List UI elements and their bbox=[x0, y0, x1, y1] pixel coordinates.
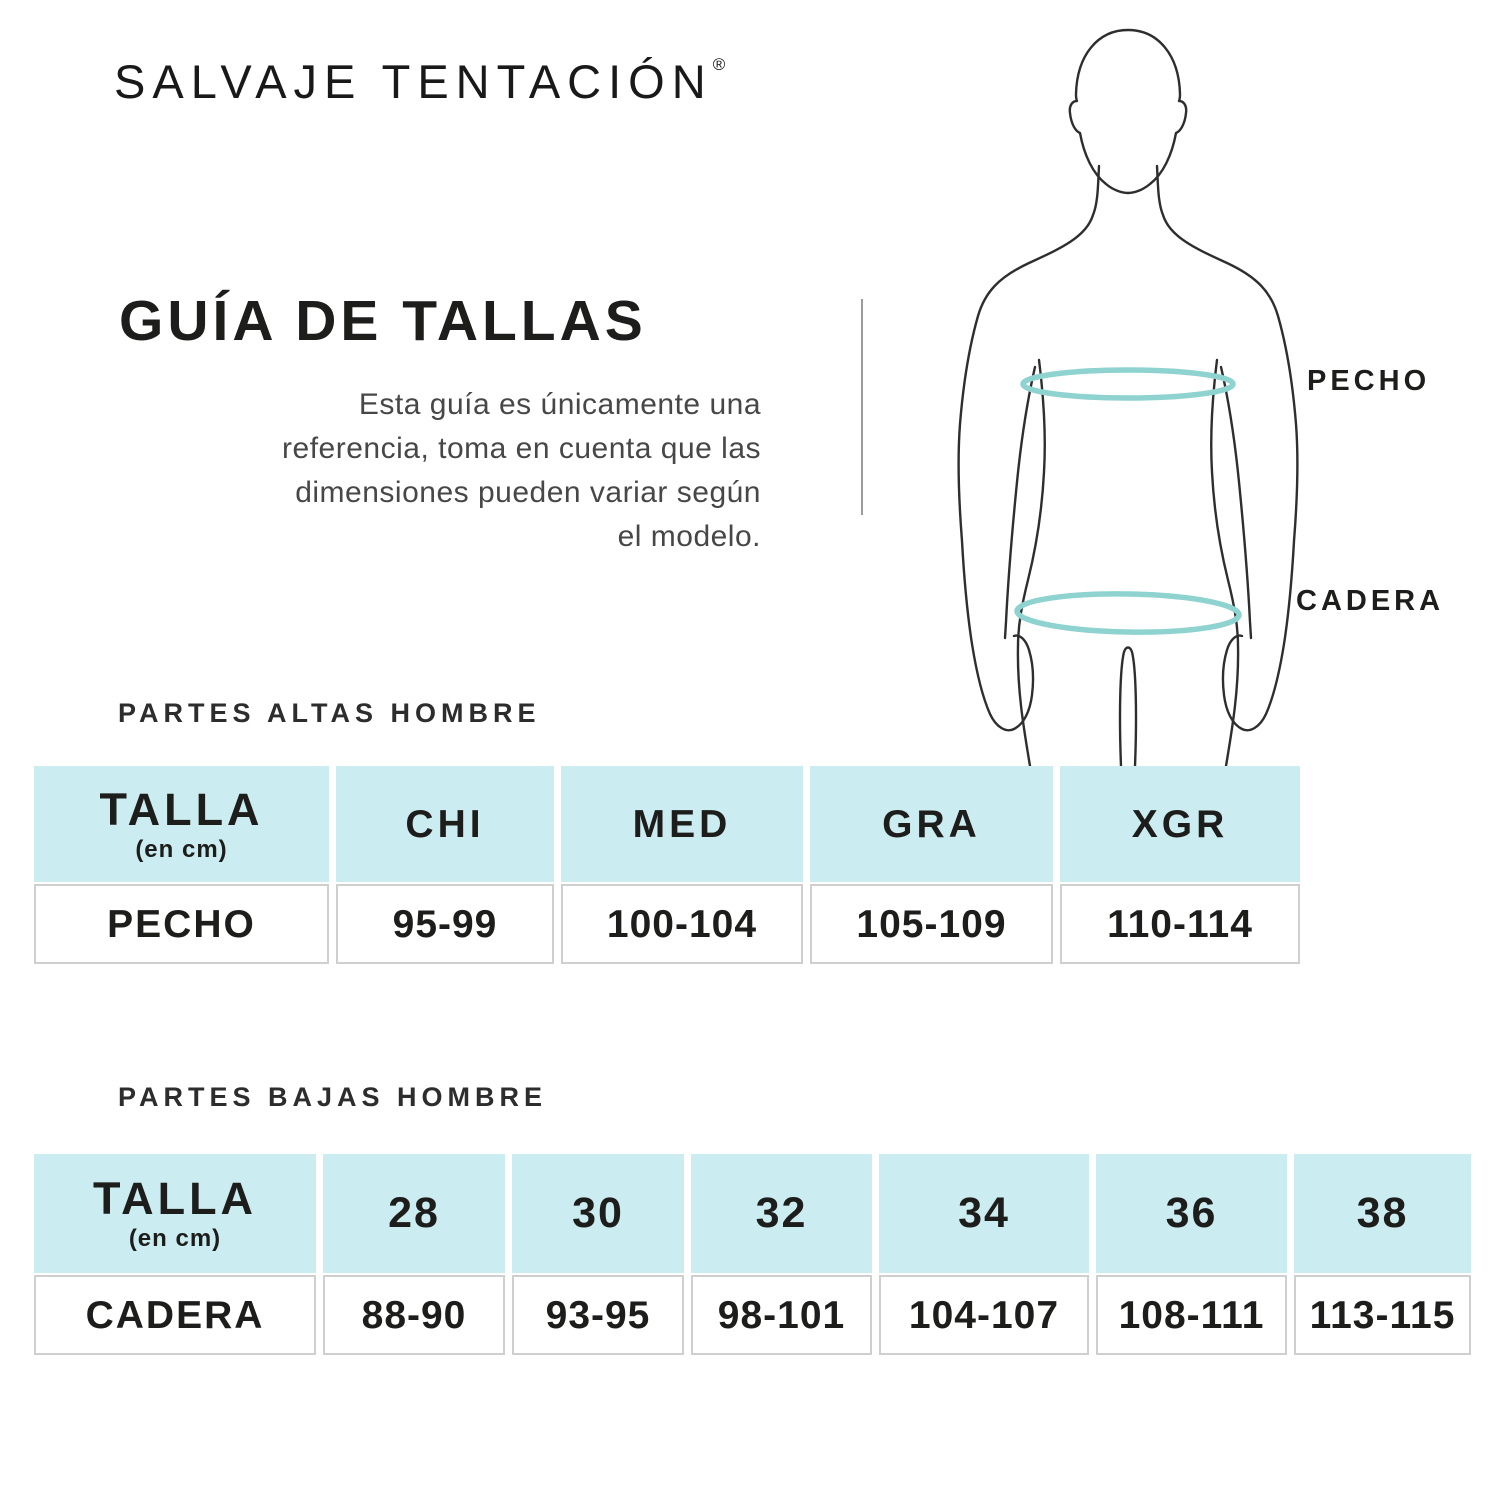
measure-value: 110-114 bbox=[1107, 902, 1253, 946]
measure-value-cell: 110-114 bbox=[1060, 884, 1300, 964]
registered-mark: ® bbox=[712, 55, 726, 74]
talla-unit: (en cm) bbox=[135, 835, 228, 863]
size-label: 38 bbox=[1356, 1189, 1409, 1237]
measure-value: 88-90 bbox=[361, 1293, 467, 1337]
measure-value-cell: 113-115 bbox=[1294, 1275, 1471, 1355]
measure-label-cell: PECHO bbox=[34, 884, 329, 964]
talla-header-cell: TALLA (en cm) bbox=[34, 1154, 316, 1273]
measure-value: 113-115 bbox=[1309, 1293, 1456, 1337]
inseam-line bbox=[1118, 646, 1138, 768]
size-label: 36 bbox=[1165, 1189, 1218, 1237]
measure-value-cell: 104-107 bbox=[879, 1275, 1089, 1355]
hip-measure-band bbox=[1014, 591, 1242, 635]
measure-value: 104-107 bbox=[908, 1293, 1060, 1337]
hip-label: CADERA bbox=[1296, 585, 1445, 617]
upper-body-size-table: TALLA (en cm) CHI MED GRA XGR PECHO 95-9… bbox=[34, 766, 1300, 964]
measure-value: 93-95 bbox=[545, 1293, 651, 1337]
section-title-upper: PARTES ALTAS HOMBRE bbox=[118, 698, 541, 728]
head-outline bbox=[1068, 28, 1188, 195]
talla-header-cell: TALLA (en cm) bbox=[34, 766, 329, 882]
right-torso-leg-line bbox=[1210, 358, 1240, 768]
guide-description: Esta guía es únicamente una referencia, … bbox=[282, 388, 761, 553]
measure-value-cell: 88-90 bbox=[323, 1275, 505, 1355]
size-header-cell: MED bbox=[561, 766, 803, 882]
size-header-cell: 32 bbox=[691, 1154, 872, 1273]
size-label: 32 bbox=[755, 1189, 808, 1237]
measure-value-cell: 95-99 bbox=[336, 884, 554, 964]
size-header-cell: XGR bbox=[1060, 766, 1300, 882]
page-title: GUÍA DE TALLAS bbox=[119, 289, 647, 353]
size-header-cell: GRA bbox=[810, 766, 1053, 882]
size-label: GRA bbox=[882, 802, 981, 846]
size-label: 34 bbox=[958, 1189, 1010, 1237]
right-arm-outline bbox=[1155, 164, 1299, 732]
size-header-cell: 34 bbox=[879, 1154, 1089, 1273]
size-header-cell: 30 bbox=[512, 1154, 684, 1273]
size-label: MED bbox=[632, 802, 732, 846]
measure-value-cell: 100-104 bbox=[561, 884, 803, 964]
left-torso-leg-line bbox=[1016, 358, 1046, 768]
table-data-row: CADERA 88-90 93-95 98-101 104-107 108-11… bbox=[34, 1275, 1471, 1355]
table-header-row: TALLA (en cm) 28 30 32 34 36 38 bbox=[34, 1154, 1471, 1273]
measure-label-cell: CADERA bbox=[34, 1275, 316, 1355]
right-inner-arm-line bbox=[1219, 365, 1253, 640]
size-header-cell: 38 bbox=[1294, 1154, 1471, 1273]
talla-unit: (en cm) bbox=[128, 1225, 222, 1252]
size-label: 28 bbox=[388, 1189, 440, 1237]
measure-value-cell: 105-109 bbox=[810, 884, 1053, 964]
measure-value-cell: 98-101 bbox=[691, 1275, 872, 1355]
size-header-cell: 36 bbox=[1096, 1154, 1287, 1273]
measure-value-cell: 93-95 bbox=[512, 1275, 684, 1355]
talla-label: TALLA bbox=[92, 1173, 258, 1224]
talla-label: TALLA bbox=[99, 783, 264, 835]
measure-value: 98-101 bbox=[717, 1293, 846, 1337]
table-data-row: PECHO 95-99 100-104 105-109 110-114 bbox=[34, 884, 1300, 964]
left-arm-outline bbox=[957, 164, 1101, 732]
chest-measure-band bbox=[1020, 367, 1236, 401]
size-header-cell: 28 bbox=[323, 1154, 505, 1273]
measure-value: 100-104 bbox=[606, 902, 758, 946]
table-header-row: TALLA (en cm) CHI MED GRA XGR bbox=[34, 766, 1300, 882]
vertical-divider bbox=[861, 299, 863, 515]
section-title-lower: PARTES BAJAS HOMBRE bbox=[118, 1082, 548, 1112]
size-header-cell: CHI bbox=[336, 766, 554, 882]
measure-value: 108-111 bbox=[1118, 1293, 1265, 1337]
measure-value: 105-109 bbox=[856, 902, 1007, 946]
left-inner-arm-line bbox=[1003, 365, 1037, 640]
size-label: CHI bbox=[405, 802, 485, 846]
lower-body-size-table: TALLA (en cm) 28 30 32 34 36 38 CADERA 8… bbox=[34, 1154, 1471, 1355]
brand-name: SALVAJE TENTACIÓN bbox=[114, 55, 713, 108]
size-label: 30 bbox=[572, 1189, 624, 1237]
size-label: XGR bbox=[1131, 802, 1229, 846]
measure-value-cell: 108-111 bbox=[1096, 1275, 1287, 1355]
measure-label: CADERA bbox=[85, 1293, 265, 1337]
measure-value: 95-99 bbox=[392, 902, 498, 946]
chest-label: PECHO bbox=[1307, 365, 1431, 397]
male-body-diagram bbox=[957, 28, 1299, 768]
measure-label: PECHO bbox=[107, 902, 256, 946]
brand-logo: SALVAJE TENTACIÓN® bbox=[114, 56, 725, 105]
